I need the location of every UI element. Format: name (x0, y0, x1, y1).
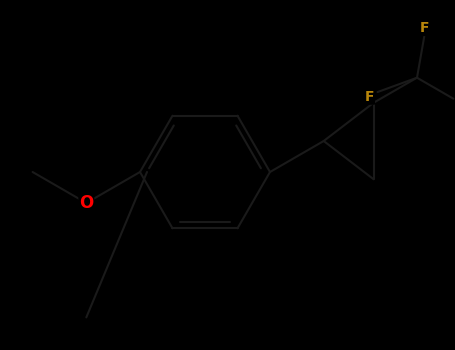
Text: F: F (420, 21, 429, 35)
Text: F: F (365, 90, 374, 104)
Text: O: O (79, 194, 93, 212)
